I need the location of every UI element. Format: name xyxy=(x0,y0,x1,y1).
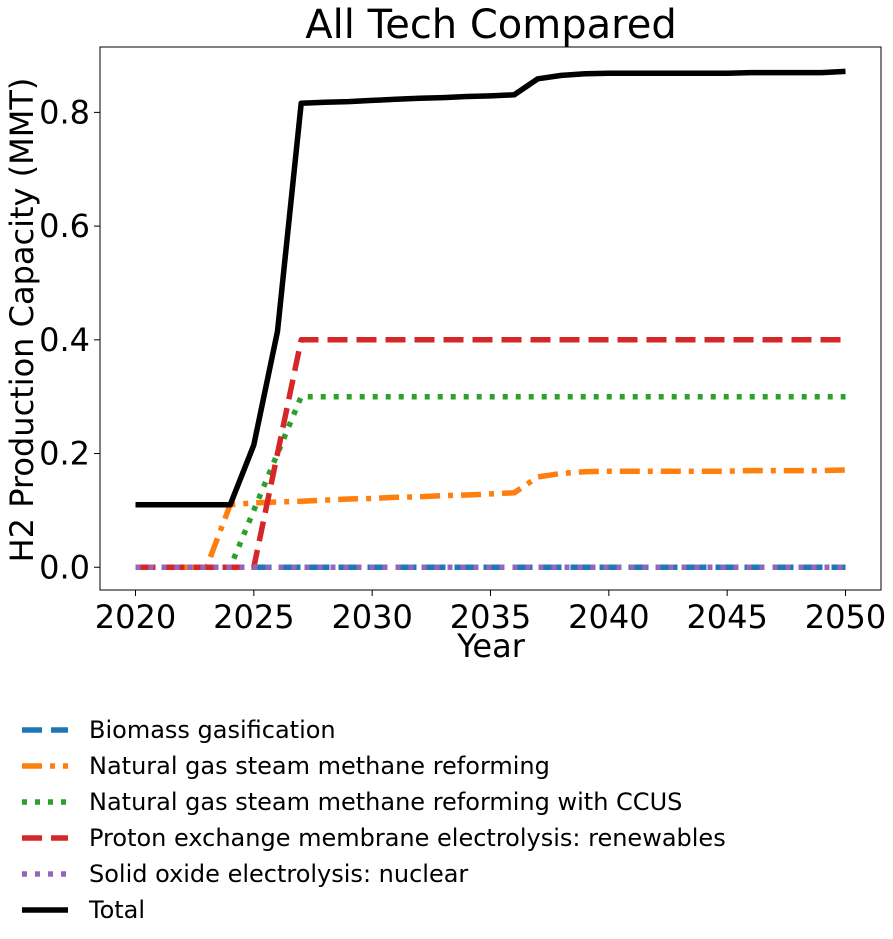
series-line-2 xyxy=(135,467,846,571)
legend-label-2: Natural gas steam methane reforming xyxy=(89,752,550,780)
legend-label-1: Biomass gasification xyxy=(89,716,336,744)
x-tick-label: 2025 xyxy=(213,598,294,636)
series-line-3 xyxy=(135,393,846,571)
legend-label-4: Proton exchange membrane electrolysis: r… xyxy=(89,824,726,852)
y-axis-label: H2 Production Capacity (MMT) xyxy=(3,78,41,563)
x-axis-ticks: 2020 2025 2030 2035 2040 2045 2050 xyxy=(95,590,886,636)
y-tick-label: 0.0 xyxy=(39,548,90,586)
series-layer xyxy=(135,68,846,571)
chart-title: All Tech Compared xyxy=(305,2,676,48)
y-tick-label: 0.2 xyxy=(39,435,90,473)
legend-label-5: Solid oxide electrolysis: nuclear xyxy=(89,860,468,888)
y-axis-ticks: 0.0 0.2 0.4 0.6 0.8 xyxy=(39,93,100,586)
series-line-6 xyxy=(135,68,846,508)
x-axis-label: Year xyxy=(456,627,526,665)
x-tick-label: 2020 xyxy=(95,598,176,636)
y-tick-label: 0.4 xyxy=(39,321,90,359)
legend: Biomass gasification Natural gas steam me… xyxy=(22,716,726,924)
legend-label-6: Total xyxy=(88,896,145,924)
legend-label-3: Natural gas steam methane reforming with… xyxy=(89,788,682,816)
y-tick-label: 0.6 xyxy=(39,207,90,245)
x-tick-label: 2035 xyxy=(450,598,531,636)
x-tick-label: 2030 xyxy=(331,598,412,636)
x-tick-label: 2050 xyxy=(805,598,886,636)
y-tick-label: 0.8 xyxy=(39,93,90,131)
plot-frame xyxy=(99,46,882,591)
x-tick-label: 2045 xyxy=(686,598,767,636)
x-tick-label: 2040 xyxy=(568,598,649,636)
